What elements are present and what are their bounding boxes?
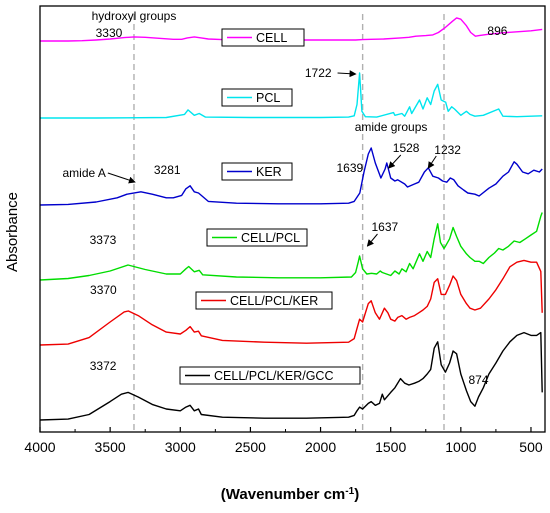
legend-item-cell-pcl: CELL/PCL <box>206 228 308 247</box>
x-axis-ticks: 4000 3500 3000 2500 2000 1500 1000 500 <box>24 427 543 455</box>
legend-box <box>221 88 293 107</box>
annotation-label: 896 <box>487 24 507 38</box>
x-axis-title: (Wavenumber cm-1) <box>221 486 359 504</box>
series-line-cell <box>40 17 543 42</box>
y-axis-title: Absorbance <box>4 192 21 272</box>
annotation-arrow <box>107 172 136 184</box>
series-line-cell-pcl-ker <box>39 259 543 346</box>
annotation-1232: 1232 <box>427 143 461 169</box>
annotation-label: 1637 <box>371 220 398 234</box>
legend-box <box>195 291 333 310</box>
annotation-label: amide A <box>63 166 106 180</box>
legend-label: PCL <box>256 91 280 105</box>
x-tick-label-1000: 1000 <box>445 439 476 455</box>
plot-frame <box>39 5 546 433</box>
x-tick-label-3000: 3000 <box>165 439 196 455</box>
series-group <box>39 17 543 421</box>
x-axis-title-close: ) <box>354 486 359 503</box>
series-line-ker <box>39 147 543 206</box>
annotation-3370: 3370 <box>90 283 117 297</box>
annotation-label: 874 <box>468 373 488 387</box>
annotation-arrow <box>366 233 378 247</box>
annotation-label: 3281 <box>154 163 181 177</box>
annotation-1722: 1722 <box>305 66 357 80</box>
annotation-1528: 1528 <box>388 141 420 169</box>
legend-item-pcl: PCL <box>221 88 293 107</box>
annotation-label: 1232 <box>434 143 461 157</box>
annotation-label: 1722 <box>305 66 332 80</box>
legend-item-ker: KER <box>221 162 293 181</box>
annotation-arrow <box>337 70 357 78</box>
annotation-896: 896 <box>487 24 507 38</box>
annotation-hydroxyl-groups: hydroxyl groups <box>92 9 177 23</box>
legend-box <box>179 366 361 385</box>
x-axis-title-sup: -1 <box>345 486 354 497</box>
annotation-label: 1639 <box>336 161 363 175</box>
series-line-pcl <box>40 72 543 119</box>
legend-box <box>221 162 293 181</box>
legend-label: CELL/PCL/KER <box>230 294 318 308</box>
legend-label: CELL/PCL/KER/GCC <box>214 369 333 383</box>
annotation-label: 3330 <box>96 26 123 40</box>
annotation-1637: 1637 <box>366 220 398 247</box>
annotation-3372: 3372 <box>90 359 117 373</box>
annotations-group: hydroxyl groups 3330 896 1722 amide groups am… <box>63 9 508 387</box>
legend-label: KER <box>256 165 282 179</box>
annotation-label: 3370 <box>90 283 117 297</box>
annotation-label: 3373 <box>90 233 117 247</box>
legend-item-cell-pcl-ker-gcc: CELL/PCL/KER/GCC <box>179 366 361 385</box>
series-line-cell-pcl-ker-gcc <box>39 331 543 421</box>
annotation-label: 3372 <box>90 359 117 373</box>
legend-group: CELL PCL KER CELL/PCL CELL/PCL/KER CELL/PCL/K… <box>179 28 361 385</box>
legend-item-cell: CELL <box>221 28 305 47</box>
legend-box <box>221 28 305 47</box>
annotation-label: 1528 <box>393 141 420 155</box>
x-tick-label-1500: 1500 <box>375 439 406 455</box>
legend-box <box>206 228 308 247</box>
legend-item-cell-pcl-ker: CELL/PCL/KER <box>195 291 333 310</box>
legend-label: CELL <box>256 31 287 45</box>
x-tick-label-2000: 2000 <box>305 439 336 455</box>
annotation-3373: 3373 <box>90 233 117 247</box>
annotation-874: 874 <box>468 373 488 387</box>
annotation-1639: 1639 <box>336 161 363 175</box>
x-tick-label-3500: 3500 <box>95 439 126 455</box>
series-line-cell-pcl <box>39 212 543 281</box>
annotation-arrow <box>427 155 437 169</box>
annotation-3281: 3281 <box>154 163 181 177</box>
annotation-label: amide groups <box>355 120 428 134</box>
annotation-label: hydroxyl groups <box>92 9 177 23</box>
x-axis-title-main: (Wavenumber cm <box>221 486 345 503</box>
x-tick-label-2500: 2500 <box>235 439 266 455</box>
annotation-arrow <box>388 154 402 169</box>
annotation-amide-a: amide A <box>63 166 136 184</box>
legend-label: CELL/PCL <box>241 231 300 245</box>
x-tick-label-500: 500 <box>519 439 543 455</box>
annotation-3330: 3330 <box>96 26 123 40</box>
annotation-amide-groups: amide groups <box>355 120 428 134</box>
x-tick-label-4000: 4000 <box>24 439 55 455</box>
